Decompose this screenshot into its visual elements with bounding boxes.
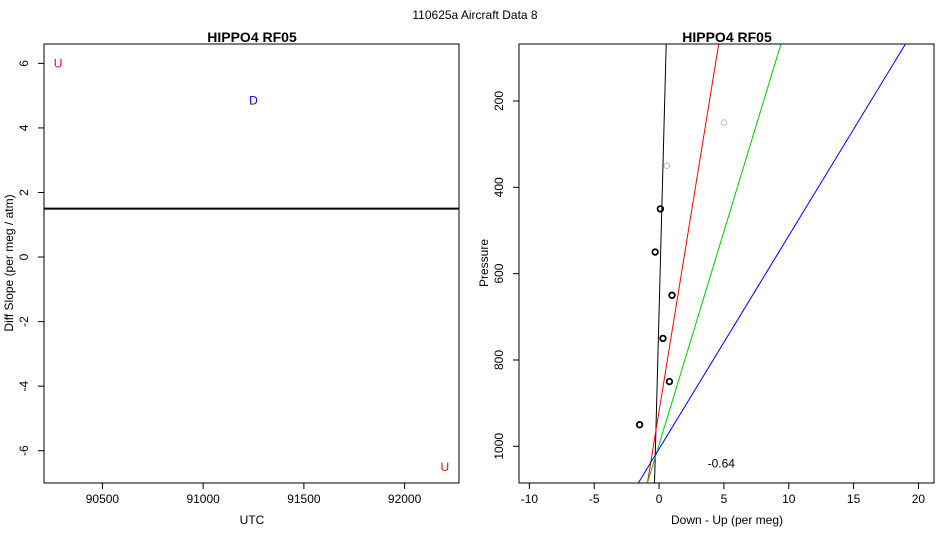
data-point bbox=[720, 119, 728, 126]
left-x-tick-label: 92000 bbox=[388, 492, 422, 506]
left-x-tick-label: 91500 bbox=[287, 492, 321, 506]
left-plot-marks: U D U bbox=[44, 56, 459, 474]
data-point bbox=[665, 377, 674, 386]
left-y-tick-label: 0 bbox=[17, 253, 31, 260]
data-point bbox=[668, 291, 676, 299]
right-y-tick-label: 200 bbox=[492, 91, 506, 111]
left-panel-title: HIPPO4 RF05 bbox=[207, 29, 297, 45]
slope-annotation: -0.64 bbox=[708, 457, 736, 471]
right-plot-marks: -0.64 bbox=[635, 119, 736, 471]
right-y-tick-label: 400 bbox=[492, 177, 506, 197]
data-point bbox=[656, 205, 665, 213]
right-x-tick-label: -10 bbox=[521, 492, 539, 506]
data-point bbox=[651, 248, 659, 256]
left-y-tick-label: -2 bbox=[17, 316, 31, 327]
right-fit-lines bbox=[637, 44, 906, 483]
left-y-tick-label: -4 bbox=[17, 381, 31, 392]
data-point-label: D bbox=[249, 93, 258, 107]
left-y-axis: -6 -4 -2 0 2 4 6 bbox=[17, 60, 44, 456]
right-x-axis-label: Down - Up (per meg) bbox=[671, 513, 783, 527]
left-y-tick-label: 4 bbox=[17, 124, 31, 131]
fit-line bbox=[646, 44, 720, 483]
left-x-axis-label: UTC bbox=[240, 513, 265, 527]
left-y-tick-label: 2 bbox=[17, 189, 31, 196]
fit-line bbox=[646, 44, 782, 483]
right-x-tick-label: 20 bbox=[912, 492, 926, 506]
fit-line bbox=[637, 44, 906, 483]
left-x-tick-label: 91000 bbox=[186, 492, 220, 506]
data-point bbox=[659, 334, 667, 343]
data-point bbox=[635, 421, 644, 429]
left-y-tick-label: 6 bbox=[17, 60, 31, 67]
right-x-tick-label: 15 bbox=[847, 492, 861, 506]
left-x-axis: 90500 91000 91500 92000 bbox=[86, 483, 422, 506]
right-y-tick-label: 600 bbox=[492, 263, 506, 283]
left-y-tick-label: -6 bbox=[17, 445, 31, 456]
right-y-axis-label: Pressure bbox=[477, 239, 491, 287]
left-y-axis-label: Diff Slope (per meg / atm) bbox=[2, 194, 16, 331]
data-point-label: U bbox=[54, 56, 63, 70]
right-panel: HIPPO4 RF05 -10 -5 0 5 10 15 20 200 400 600 800 10… bbox=[477, 29, 935, 527]
right-x-tick-label: -5 bbox=[589, 492, 600, 506]
left-plot-frame bbox=[43, 43, 460, 484]
left-panel: HIPPO4 RF05 90500 91000 91500 92000 -6 -4 -2 0… bbox=[2, 29, 460, 527]
figure-supertitle: 110625a Aircraft Data 8 bbox=[412, 8, 538, 22]
right-y-tick-label: 1000 bbox=[492, 433, 506, 460]
left-x-tick-label: 90500 bbox=[86, 492, 120, 506]
right-x-tick-label: 5 bbox=[721, 492, 728, 506]
right-plot-frame bbox=[518, 43, 935, 484]
right-y-axis: 200 400 600 800 1000 bbox=[492, 91, 519, 460]
right-x-tick-label: 10 bbox=[782, 492, 796, 506]
fit-line bbox=[654, 44, 667, 483]
right-x-tick-label: 0 bbox=[656, 492, 663, 506]
right-panel-title: HIPPO4 RF05 bbox=[682, 29, 772, 45]
data-point bbox=[663, 162, 671, 170]
right-y-tick-label: 800 bbox=[492, 350, 506, 370]
data-point-label: U bbox=[441, 460, 450, 474]
right-x-axis: -10 -5 0 5 10 15 20 bbox=[521, 483, 926, 506]
